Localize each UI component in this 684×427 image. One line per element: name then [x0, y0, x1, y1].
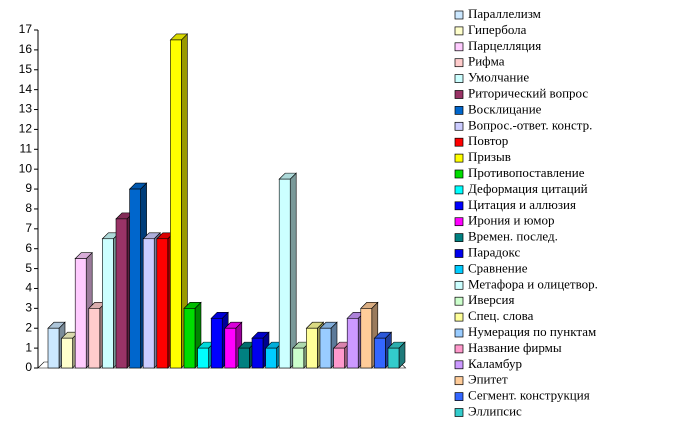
legend-swatch — [454, 360, 464, 370]
legend-label: Повтор — [468, 133, 508, 148]
legend-label: Времен. послед. — [468, 229, 558, 244]
legend-label: Каламбур — [468, 356, 522, 371]
legend-label: Нумерация по пунктам — [468, 324, 596, 339]
y-tick-label: 15 — [19, 62, 33, 76]
bar — [387, 347, 400, 369]
legend-swatch — [454, 280, 464, 290]
legend-swatch — [454, 90, 464, 99]
legend-swatch — [454, 121, 464, 131]
y-tick-label: 7 — [25, 221, 32, 235]
bar — [47, 327, 60, 369]
legend-swatch — [454, 58, 464, 68]
legend-swatch — [454, 265, 464, 274]
legend-label: Параллелизм — [468, 6, 541, 21]
legend-swatch — [454, 376, 464, 386]
legend-swatch — [454, 249, 464, 258]
bar — [129, 188, 141, 369]
legend-label: Иверсия — [468, 292, 514, 307]
legend-swatch — [454, 312, 464, 322]
y-tick-label: 2 — [25, 320, 32, 334]
bar — [278, 178, 291, 369]
legend-swatch — [454, 408, 464, 417]
y-tick-label: 14 — [19, 82, 33, 96]
legend-label: Спец. слова — [468, 308, 534, 323]
legend-swatch — [454, 42, 464, 52]
bar — [346, 317, 359, 369]
y-tick-label: 8 — [25, 201, 32, 215]
legend-swatch — [454, 137, 464, 147]
bar — [183, 308, 196, 369]
bar — [61, 337, 73, 369]
legend-swatch — [454, 328, 464, 338]
bar — [210, 317, 223, 369]
bar-side — [289, 172, 297, 369]
legend-swatch — [454, 392, 464, 401]
bar — [319, 327, 332, 369]
legend-label: Парцелляция — [468, 38, 541, 53]
y-tick-label: 11 — [20, 141, 33, 155]
bar — [251, 337, 264, 369]
legend-swatch — [454, 217, 464, 227]
y-tick-label: 0 — [25, 360, 32, 374]
legend-swatch — [454, 296, 464, 306]
bar — [292, 347, 305, 369]
y-tick-label: 13 — [19, 102, 33, 116]
bar — [265, 347, 277, 369]
y-tick-label: 10 — [19, 161, 33, 175]
y-tick-label: 17 — [19, 22, 33, 36]
y-tick-label: 1 — [25, 340, 32, 354]
legend-label: Восклицание — [468, 101, 542, 116]
bar — [142, 238, 155, 369]
legend-label: Рифма — [468, 54, 505, 69]
bar — [360, 308, 373, 369]
legend-label: Цитация и аллюзия — [468, 197, 576, 212]
bar — [374, 337, 386, 369]
bar — [333, 347, 345, 369]
legend-label: Деформация цитаций — [468, 181, 588, 196]
bar — [156, 238, 169, 369]
legend-label: Парадокс — [468, 244, 521, 259]
legend-label: Умолчание — [468, 70, 529, 85]
bar — [170, 39, 182, 369]
bar — [197, 347, 209, 369]
legend-swatch — [454, 344, 464, 354]
legend-label: Призыв — [468, 149, 511, 164]
bar — [102, 238, 114, 369]
bar — [74, 258, 87, 369]
bar — [115, 218, 128, 369]
legend-swatch — [454, 201, 464, 211]
y-tick-label: 16 — [19, 42, 33, 56]
y-tick-label: 12 — [19, 122, 33, 136]
bar — [306, 327, 318, 369]
legend-label: Название фирмы — [468, 340, 562, 355]
legend-label: Вопрос.-ответ. констр. — [468, 117, 592, 132]
legend-swatch — [454, 10, 464, 20]
legend-label: Эллипсис — [468, 403, 522, 418]
legend-swatch — [454, 26, 464, 36]
legend-label: Риторический вопрос — [468, 85, 588, 100]
bar — [88, 308, 101, 369]
legend-label: Противопоставление — [468, 165, 585, 180]
legend-swatch — [454, 106, 464, 115]
legend-swatch — [454, 185, 464, 195]
y-tick-label: 6 — [25, 241, 32, 255]
legend-label: Ирония и юмор — [468, 213, 555, 228]
y-tick-label: 3 — [25, 301, 32, 315]
bar — [224, 327, 237, 369]
y-tick-label: 4 — [25, 281, 32, 295]
legend-swatch — [454, 233, 464, 242]
legend-label: Сегмент. конструкция — [468, 388, 590, 403]
legend-label: Эпитет — [468, 372, 508, 387]
bar — [238, 347, 250, 369]
legend-swatch — [454, 169, 464, 179]
y-tick-label: 9 — [25, 181, 32, 195]
legend-label: Гипербола — [468, 22, 527, 37]
legend-label: Метафора и олицетвор. — [468, 276, 598, 291]
legend-swatch — [454, 74, 464, 83]
legend-swatch — [454, 153, 464, 163]
legend-label: Сравнение — [468, 260, 528, 275]
y-tick-label: 5 — [25, 261, 32, 275]
